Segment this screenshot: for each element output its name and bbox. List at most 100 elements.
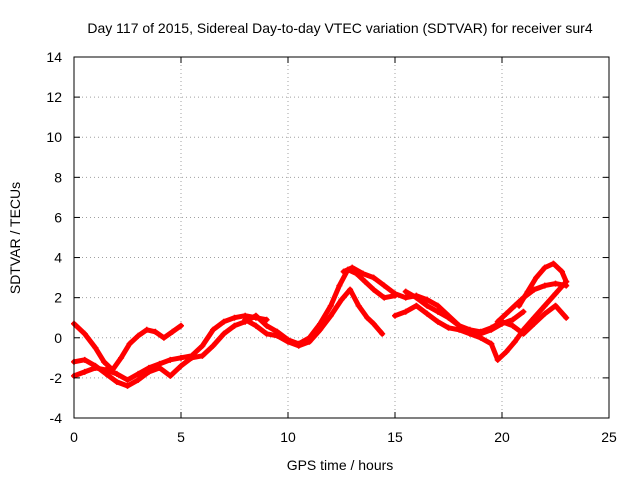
- data-point: [477, 328, 484, 335]
- data-point: [306, 338, 313, 345]
- data-point: [563, 282, 570, 289]
- label-layer: 0 5 10 15 20 25 -4 -2 0 2 4 6 8 10 12 14: [46, 49, 617, 445]
- data-point: [413, 302, 420, 309]
- data-point: [81, 356, 88, 363]
- y-tick-label: 14: [46, 49, 62, 65]
- data-point: [327, 302, 334, 309]
- data-point: [347, 286, 354, 293]
- data-point: [274, 332, 281, 339]
- x-tick-label: 15: [387, 429, 403, 445]
- y-tick-label: 10: [46, 129, 62, 145]
- data-point: [488, 324, 495, 331]
- data-point: [178, 322, 184, 329]
- chart-title: Day 117 of 2015, Sidereal Day-to-day VTE…: [87, 20, 592, 36]
- data-point: [178, 362, 184, 369]
- satellite-track-7-points: [402, 288, 570, 337]
- data-point: [531, 286, 538, 293]
- data-point: [263, 316, 270, 323]
- plot-frame: [73, 56, 610, 419]
- data-point: [252, 322, 259, 329]
- data-point: [370, 320, 377, 327]
- satellite-track-7: [403, 289, 569, 337]
- data-point: [355, 302, 362, 309]
- data-point: [359, 270, 366, 277]
- y-axis-label: SDTVAR / TECUs: [7, 182, 23, 294]
- data-point: [178, 354, 184, 361]
- data-point: [349, 264, 356, 271]
- data-point: [156, 364, 163, 371]
- data-point: [477, 334, 484, 341]
- data-point: [533, 274, 540, 281]
- data-point: [167, 372, 174, 379]
- data-point: [402, 288, 409, 295]
- data-point: [152, 328, 159, 335]
- data-point: [169, 328, 176, 335]
- y-tick-label: 12: [46, 89, 62, 105]
- data-point: [511, 302, 518, 309]
- data-point: [145, 368, 152, 375]
- data-point: [126, 340, 133, 347]
- data-point: [160, 334, 167, 341]
- data-point: [338, 296, 345, 303]
- x-tick-label: 20: [494, 429, 510, 445]
- data-point: [381, 282, 388, 289]
- data-point: [317, 326, 324, 333]
- data-point: [511, 338, 518, 345]
- data-point: [541, 302, 548, 309]
- y-tick-label: 2: [54, 290, 62, 306]
- data-point: [424, 296, 431, 303]
- data-point: [113, 378, 120, 385]
- data-point: [563, 314, 570, 321]
- data-point: [285, 338, 291, 345]
- data-point: [552, 302, 559, 309]
- data-point: [531, 314, 538, 321]
- data-point: [541, 310, 548, 317]
- data-point: [503, 348, 510, 355]
- satellite-track-2-points: [71, 312, 270, 383]
- data-point: [434, 318, 441, 325]
- data-point: [118, 354, 125, 361]
- data-point: [520, 308, 527, 315]
- data-point: [124, 382, 131, 389]
- data-point: [210, 342, 217, 349]
- data-point: [392, 290, 398, 297]
- data-point: [379, 330, 386, 337]
- data-point: [263, 330, 270, 337]
- data-point: [494, 356, 501, 363]
- data-point: [434, 302, 441, 309]
- data-point: [92, 344, 99, 351]
- data-point: [103, 370, 110, 377]
- data-point: [167, 356, 174, 363]
- data-point: [445, 314, 452, 321]
- data-point: [327, 312, 334, 319]
- data-point: [135, 376, 142, 383]
- data-point: [392, 312, 398, 319]
- data-point: [231, 322, 238, 329]
- data-point: [81, 330, 88, 337]
- data-point: [558, 268, 565, 275]
- x-tick-label: 10: [280, 429, 296, 445]
- data-point: [552, 290, 559, 297]
- data-point: [295, 342, 302, 349]
- data-point: [231, 314, 238, 321]
- y-tick-label: 8: [54, 169, 62, 185]
- data-point: [445, 324, 452, 331]
- data-point: [402, 308, 409, 315]
- data-point: [364, 314, 371, 321]
- x-axis-label: GPS time / hours: [287, 457, 394, 473]
- data-point: [135, 370, 142, 377]
- data-point: [336, 282, 343, 289]
- data-point: [434, 308, 441, 315]
- data-point: [124, 376, 131, 383]
- data-point: [242, 316, 249, 323]
- data-point: [424, 310, 431, 317]
- data-point: [135, 332, 142, 339]
- data-point: [199, 352, 206, 359]
- satellite-track-3-points: [71, 266, 398, 389]
- data-point: [100, 358, 107, 365]
- x-tick-label: 0: [70, 429, 78, 445]
- y-tick-label: -2: [50, 370, 63, 386]
- data-point: [220, 318, 227, 325]
- y-tick-label: 4: [54, 250, 62, 266]
